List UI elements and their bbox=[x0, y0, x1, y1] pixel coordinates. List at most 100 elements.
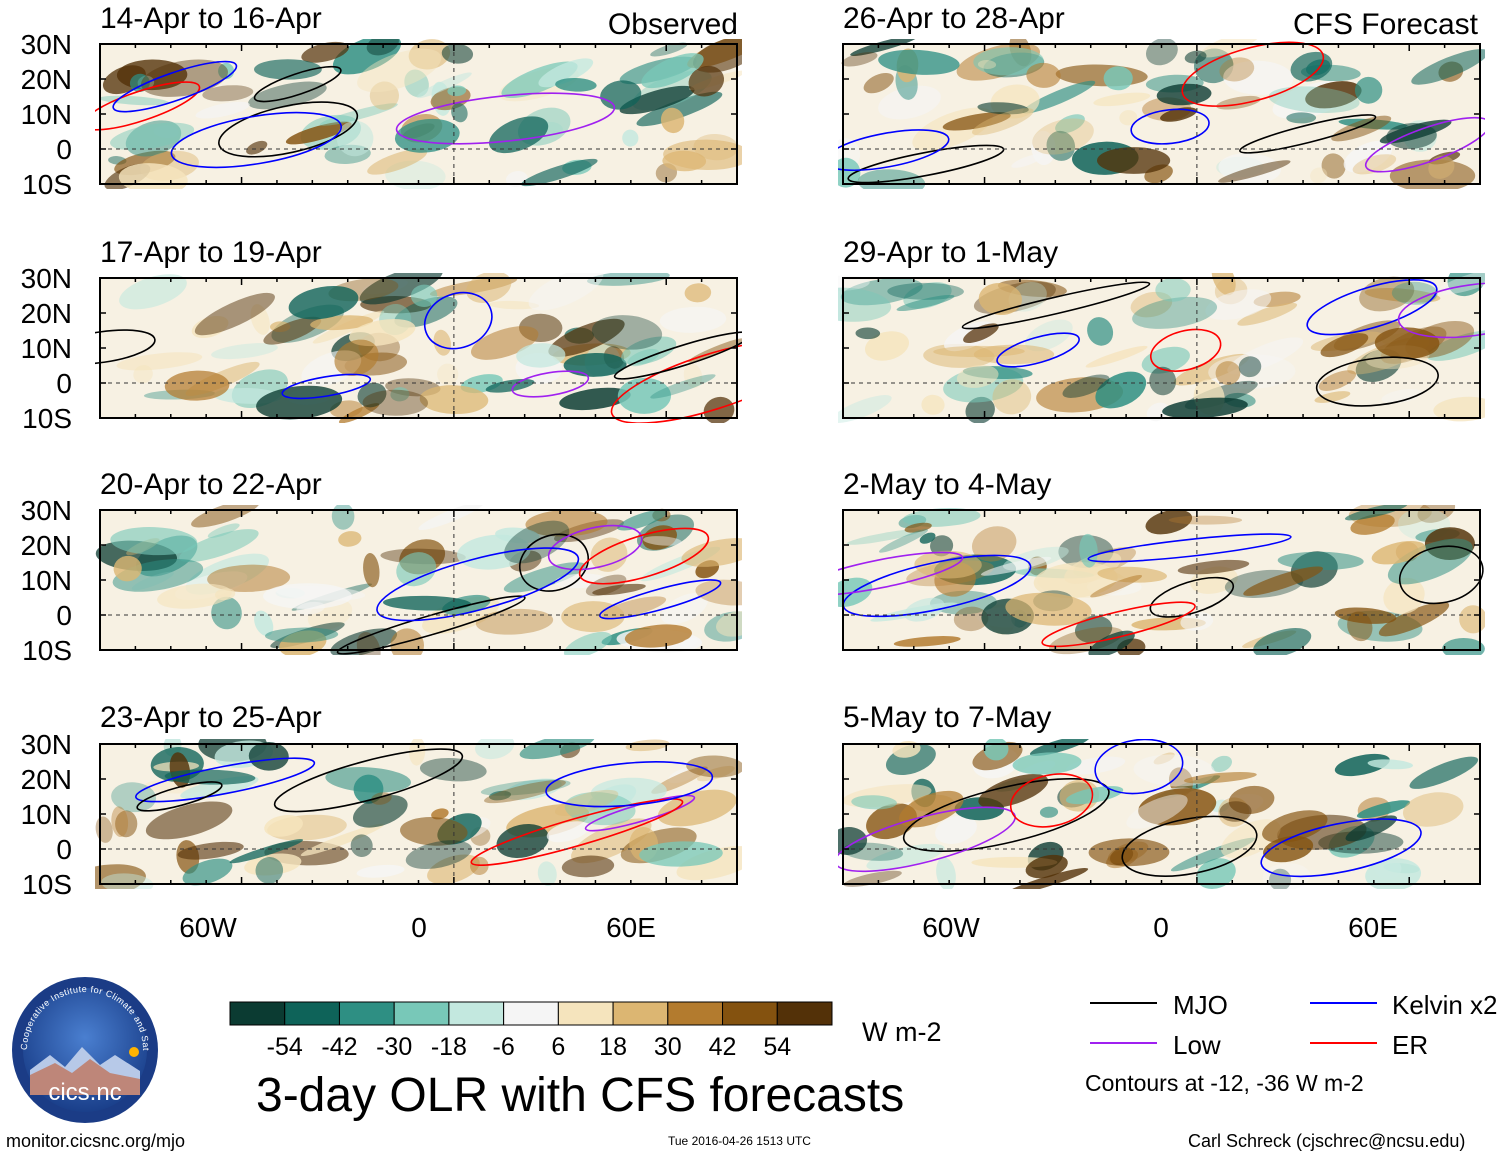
olr-anomaly-cell bbox=[843, 870, 902, 887]
colorbar-swatch bbox=[448, 1001, 505, 1026]
olr-anomaly-cell bbox=[1097, 566, 1167, 583]
olr-anomaly-cell bbox=[1064, 552, 1122, 584]
y-tick-label: 10S bbox=[22, 403, 72, 434]
olr-anomaly-cell bbox=[1331, 115, 1392, 142]
olr-anomaly-cell bbox=[1219, 57, 1255, 82]
olr-anomaly-cell bbox=[977, 102, 1029, 115]
panel-title: 2-May to 4-May bbox=[843, 468, 1052, 501]
olr-anomaly-cell bbox=[141, 59, 228, 97]
olr-anomaly-cell bbox=[404, 69, 429, 98]
olr-anomaly-cell bbox=[255, 857, 284, 884]
olr-anomaly-cell bbox=[639, 841, 723, 867]
olr-anomaly-cell bbox=[942, 112, 1011, 131]
olr-anomaly-cell bbox=[1318, 370, 1357, 391]
olr-anomaly-cell bbox=[973, 47, 1044, 76]
olr-anomaly-cell bbox=[1442, 637, 1485, 655]
olr-anomaly-cell bbox=[585, 574, 627, 597]
olr-anomaly-cell bbox=[1428, 155, 1455, 179]
olr-anomaly-cell bbox=[410, 284, 438, 308]
olr-anomaly-cell bbox=[1205, 289, 1272, 320]
olr-anomaly-cell bbox=[1046, 130, 1076, 161]
contour-line bbox=[281, 373, 372, 400]
olr-anomaly-cell bbox=[1262, 810, 1328, 843]
panel-title: 29-Apr to 1-May bbox=[843, 236, 1059, 269]
olr-anomaly-cell bbox=[263, 316, 322, 345]
olr-anomaly-cell bbox=[1029, 739, 1090, 756]
olr-anomaly-cell bbox=[1026, 62, 1061, 88]
olr-anomaly-cell bbox=[496, 823, 549, 859]
olr-anomaly-cell bbox=[659, 306, 727, 333]
olr-anomaly-cell bbox=[1184, 50, 1207, 64]
olr-anomaly-cell bbox=[214, 588, 236, 601]
olr-anomaly-cell bbox=[1218, 160, 1291, 183]
contour-line bbox=[253, 65, 342, 103]
olr-anomaly-cell bbox=[400, 817, 468, 846]
olr-anomaly-cell bbox=[334, 339, 379, 377]
olr-anomaly-cell bbox=[475, 739, 515, 760]
olr-anomaly-cell bbox=[904, 597, 945, 622]
olr-anomaly-cell bbox=[504, 520, 570, 564]
panel-title: 23-Apr to 25-Apr bbox=[100, 701, 322, 734]
panel-title: 5-May to 7-May bbox=[843, 701, 1052, 734]
olr-anomaly-cell bbox=[933, 345, 1025, 358]
olr-anomaly-cell bbox=[840, 277, 923, 306]
olr-anomaly-cell bbox=[1055, 114, 1085, 134]
olr-anomaly-cell bbox=[592, 583, 646, 596]
olr-anomaly-cell bbox=[1062, 374, 1110, 398]
olr-anomaly-cell bbox=[1074, 615, 1113, 643]
olr-anomaly-cell bbox=[319, 103, 398, 126]
olr-anomaly-cell bbox=[396, 552, 437, 587]
olr-anomaly-cell bbox=[625, 739, 670, 752]
olr-anomaly-cell bbox=[841, 52, 878, 67]
olr-anomaly-cell bbox=[561, 601, 625, 633]
olr-anomaly-cell bbox=[1365, 858, 1422, 889]
olr-anomaly-cell bbox=[489, 116, 549, 154]
contour-line bbox=[1306, 279, 1438, 336]
olr-anomaly-cell bbox=[838, 827, 868, 855]
olr-anomaly-cell bbox=[681, 637, 698, 648]
olr-anomaly-cell bbox=[650, 42, 688, 57]
olr-anomaly-cell bbox=[416, 72, 472, 99]
olr-anomaly-cell bbox=[95, 864, 146, 889]
olr-anomaly-cell bbox=[617, 377, 671, 414]
olr-anomaly-cell bbox=[390, 628, 425, 655]
olr-anomaly-cell bbox=[325, 767, 412, 793]
olr-anomaly-cell bbox=[838, 287, 892, 322]
olr-anomaly-cell bbox=[470, 326, 539, 360]
olr-anomaly-cell bbox=[285, 121, 352, 145]
olr-anomaly-cell bbox=[850, 39, 919, 56]
y-tick-label: 30N bbox=[20, 29, 72, 60]
y-tick-label: 30N bbox=[20, 495, 72, 526]
olr-anomaly-cell bbox=[1126, 794, 1188, 829]
y-tick-label: 0 bbox=[56, 600, 72, 631]
olr-anomaly-cell bbox=[1085, 345, 1148, 368]
olr-anomaly-cell bbox=[663, 139, 742, 171]
olr-anomaly-cell bbox=[1093, 92, 1151, 107]
olr-anomaly-cell bbox=[563, 631, 612, 655]
colorbar-swatch bbox=[612, 1001, 669, 1026]
colorbar-label: 18 bbox=[599, 1033, 627, 1061]
olr-anomaly-cell bbox=[1180, 612, 1214, 631]
contour-line bbox=[1260, 818, 1422, 878]
contour-line bbox=[136, 781, 223, 812]
contour-line bbox=[545, 761, 714, 808]
contour-line bbox=[95, 81, 201, 131]
contour-line bbox=[1397, 282, 1485, 339]
olr-anomaly-cell bbox=[1088, 838, 1170, 867]
olr-anomaly-cell bbox=[1320, 333, 1369, 358]
contour-line bbox=[902, 777, 1110, 853]
panel-title: 26-Apr to 28-Apr bbox=[843, 2, 1065, 35]
x-tick-label: 60E bbox=[606, 912, 656, 943]
olr-anomaly-cell bbox=[563, 352, 627, 377]
olr-anomaly-cell bbox=[248, 741, 289, 771]
olr-anomaly-cell bbox=[838, 395, 892, 423]
olr-anomaly-cell bbox=[356, 864, 405, 878]
olr-anomaly-cell bbox=[919, 532, 936, 544]
olr-anomaly-cell bbox=[642, 525, 677, 550]
olr-anomaly-cell bbox=[363, 552, 380, 588]
y-tick-label: 10N bbox=[20, 333, 72, 364]
contour-line bbox=[1149, 576, 1235, 618]
olr-anomaly-cell bbox=[896, 294, 955, 312]
y-tick-label: 10N bbox=[20, 99, 72, 130]
olr-anomaly-cell bbox=[1032, 118, 1094, 155]
